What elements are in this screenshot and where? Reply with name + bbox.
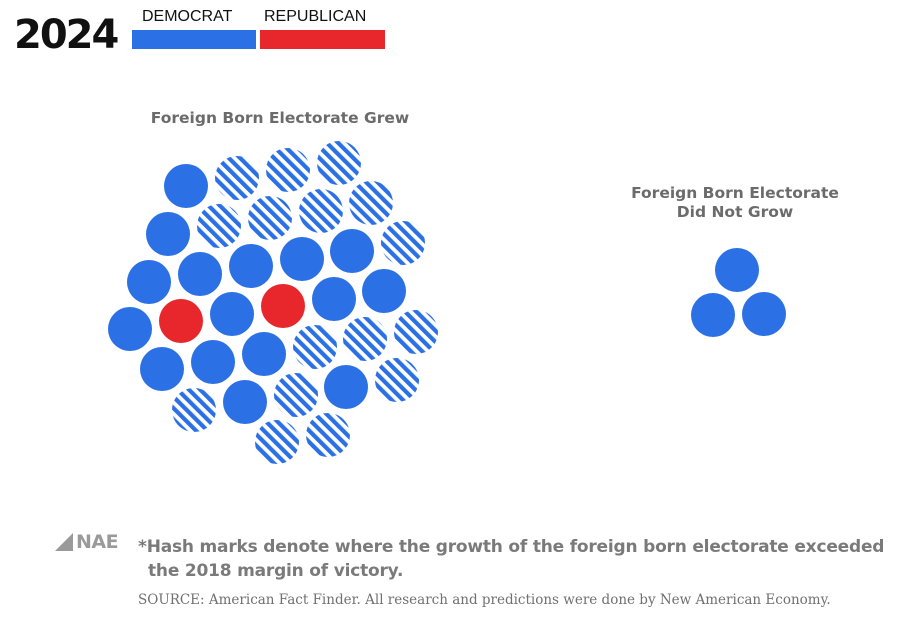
legend-label-republican: REPUBLICAN (264, 8, 367, 25)
grew-dot-democrat-hashed (172, 388, 216, 432)
grew-dot-democrat (140, 347, 184, 391)
grew-dot-republican (159, 299, 203, 343)
grew-dot-democrat (312, 277, 356, 321)
grew-dot-democrat-hashed (299, 189, 343, 233)
grew-dot-democrat-hashed (255, 420, 299, 464)
grew-dot-democrat (127, 260, 171, 304)
grew-dot-democrat-hashed (248, 196, 292, 240)
legend-swatch-republican (260, 30, 385, 49)
grew-dot-democrat-hashed (381, 221, 425, 265)
grew-dot-democrat-hashed (197, 204, 241, 248)
grew-dot-democrat (178, 252, 222, 296)
grew-dot-democrat (330, 229, 374, 273)
grew-dot-democrat (324, 365, 368, 409)
nae-logo-text: NAE (76, 531, 119, 553)
grew-dot-democrat-hashed (306, 413, 350, 457)
grew-dot-democrat-hashed (266, 148, 310, 192)
grew-dot-democrat (108, 307, 152, 351)
group-title-not-grew-line1: Foreign Born Electorate (631, 184, 839, 202)
group-title-not-grew-line2: Did Not Grow (676, 203, 794, 221)
legend-label-democrat: DEMOCRAT (142, 8, 233, 25)
grew-dot-democrat-hashed (375, 358, 419, 402)
footnote-line2: the 2018 margin of victory. (148, 561, 404, 581)
grew-dot-democrat-hashed (349, 181, 393, 225)
grew-dot-democrat (229, 244, 273, 288)
nae-logo-icon (55, 533, 73, 551)
grew-dot-democrat-hashed (317, 141, 361, 185)
grew-dot-democrat (191, 340, 235, 384)
grew-dot-democrat-hashed (293, 325, 337, 369)
grew-dot-democrat-hashed (394, 310, 438, 354)
group-title-not-grew: Foreign Born Electorate Did Not Grow (620, 184, 850, 222)
grew-dot-democrat (223, 380, 267, 424)
source-note: SOURCE: American Fact Finder. All resear… (138, 592, 831, 608)
grew-dot-democrat (242, 332, 286, 376)
not-grew-dot-democrat (742, 292, 786, 336)
chart-title-year: 2024 (14, 12, 119, 58)
footnote: *Hash marks denote where the growth of t… (138, 535, 898, 583)
grew-dot-democrat (362, 269, 406, 313)
not-grew-dot-democrat (691, 293, 735, 337)
legend-swatch-democrat (132, 30, 256, 49)
footnote-line1: *Hash marks denote where the growth of t… (138, 537, 885, 557)
group-title-grew: Foreign Born Electorate Grew (150, 109, 410, 127)
grew-dot-democrat-hashed (215, 156, 259, 200)
not-grew-dot-democrat (715, 248, 759, 292)
grew-dot-democrat-hashed (274, 373, 318, 417)
grew-dot-democrat (164, 164, 208, 208)
grew-dot-democrat-hashed (343, 317, 387, 361)
grew-dot-democrat (146, 212, 190, 256)
grew-dot-republican (261, 284, 305, 328)
grew-dot-democrat (280, 237, 324, 281)
grew-dot-democrat (210, 292, 254, 336)
